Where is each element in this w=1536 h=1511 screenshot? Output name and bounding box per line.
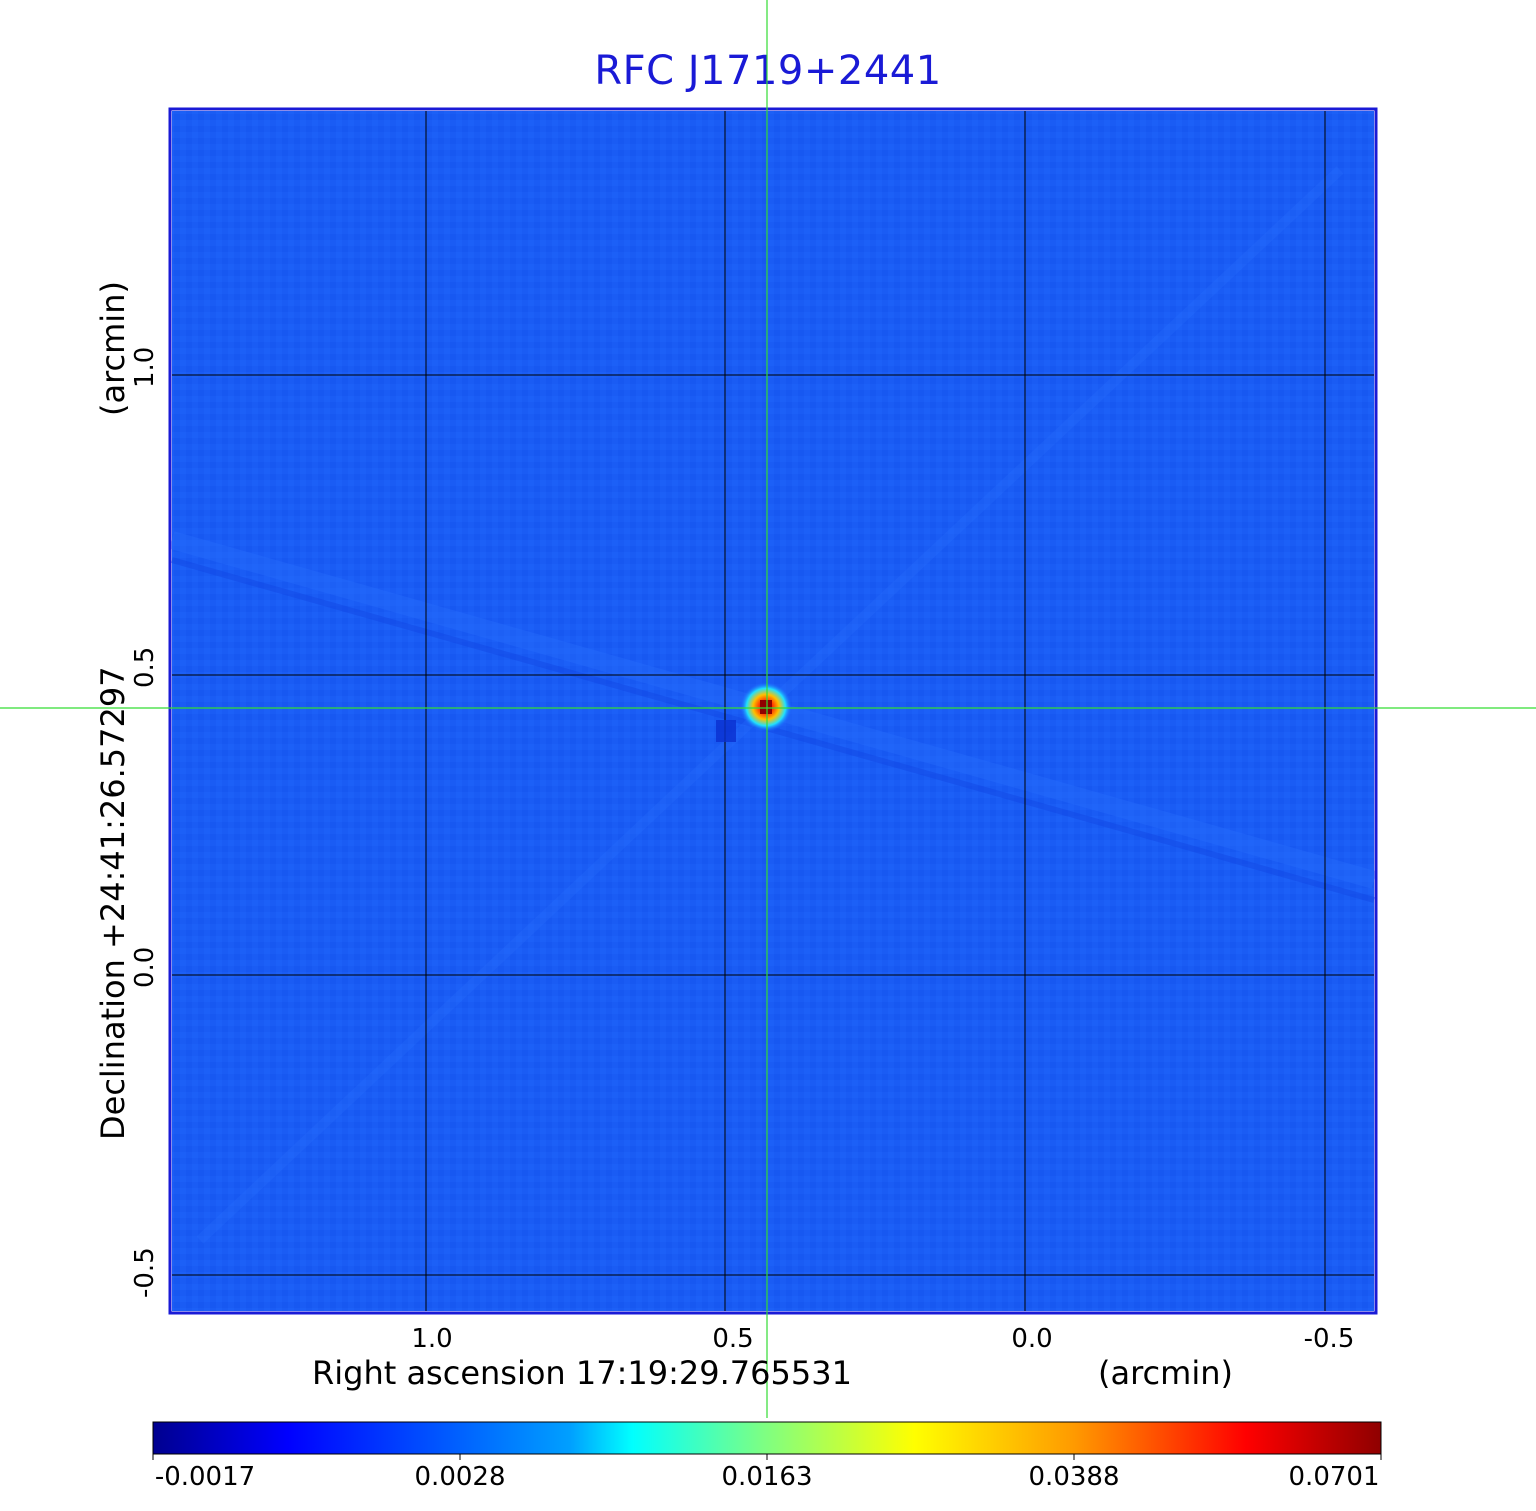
x-tick-label: -0.5: [1303, 1324, 1355, 1354]
sidelobe-streak: [762, 166, 1344, 712]
map-title: RFC J1719+2441: [594, 48, 942, 94]
x-tick-label: 0.5: [712, 1324, 754, 1354]
y-tick-label: -0.5: [130, 1247, 160, 1298]
source-peak: [760, 700, 772, 714]
y-axis-unit: (arcmin): [94, 281, 132, 416]
x-tick-label: 1.0: [411, 1324, 453, 1354]
colorbar-tick-label: 0.0028: [414, 1462, 506, 1492]
y-tick-label: 0.5: [130, 646, 160, 688]
colorbar-tick-label: 0.0388: [1028, 1462, 1120, 1492]
y-tick-label: 1.0: [130, 346, 160, 388]
map-frame: [168, 107, 1378, 1315]
colorbar-tick-label: -0.0017: [154, 1462, 256, 1492]
colorbar-ticks: [152, 1454, 1382, 1460]
y-axis-label: Declination +24:41:26.57297: [94, 666, 132, 1140]
x-axis-label: Right ascension 17:19:29.765531: [312, 1354, 852, 1392]
negative-artifact: [716, 720, 736, 742]
y-tick-label: 0.0: [130, 946, 160, 988]
colorbar: [152, 1421, 1382, 1455]
colorbar-tick-label: 0.0701: [1288, 1462, 1380, 1492]
colorbar-tick-label: 0.0163: [721, 1462, 813, 1492]
coordinate-grid: [172, 111, 1374, 1311]
sidelobe-streak: [196, 704, 770, 1244]
x-axis-unit: (arcmin): [1098, 1354, 1233, 1392]
x-tick-label: 0.0: [1011, 1324, 1053, 1354]
